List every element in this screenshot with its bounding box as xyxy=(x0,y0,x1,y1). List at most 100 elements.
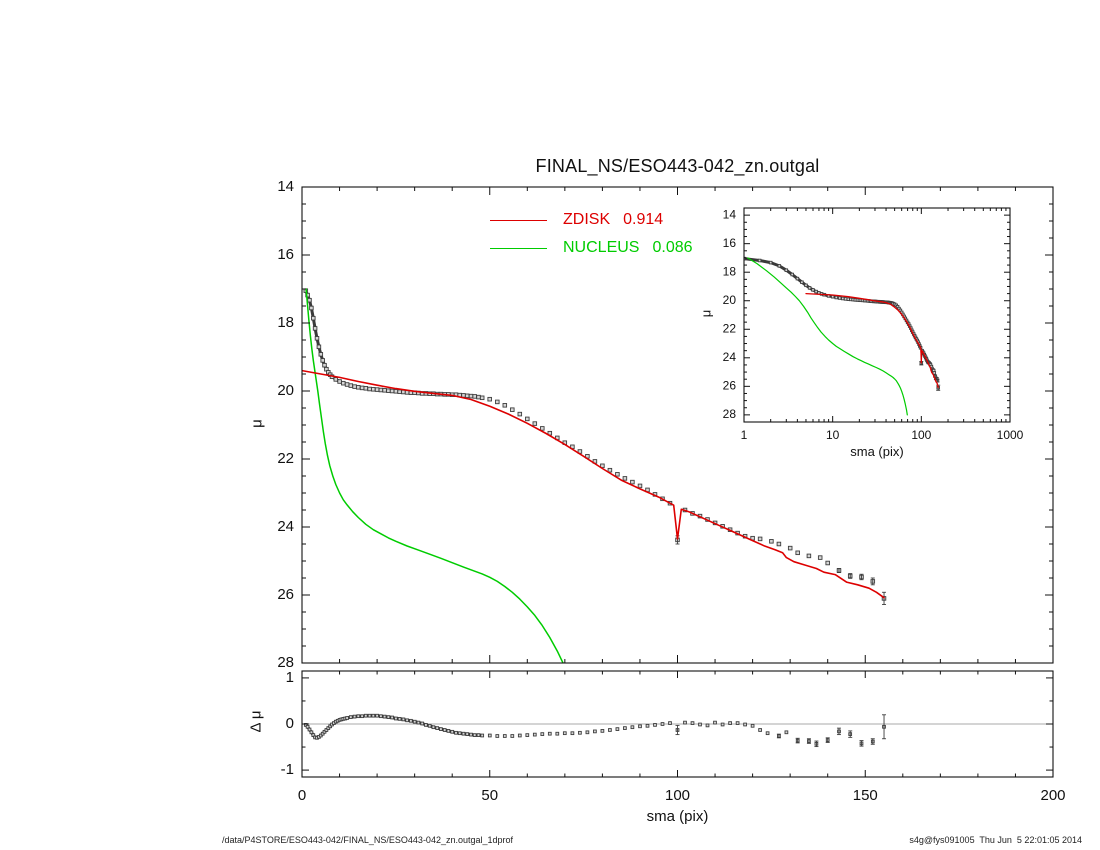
data-point-square xyxy=(468,393,474,399)
residual-y-axis-label: Δ μ xyxy=(247,710,265,733)
data-point-square xyxy=(382,388,387,393)
data-point-square xyxy=(324,728,329,732)
data-point-square xyxy=(525,733,530,737)
data-point-square xyxy=(668,721,672,725)
data-point-square xyxy=(311,315,316,321)
data-point-square xyxy=(683,720,687,725)
data-point-square xyxy=(578,730,582,735)
data-point-square xyxy=(337,379,342,384)
data-point-square xyxy=(768,260,773,265)
inset-y-axis-label: μ xyxy=(698,309,714,318)
data-point-square xyxy=(431,725,436,730)
data-point-square xyxy=(784,268,789,272)
data-point-square xyxy=(615,727,620,731)
data-point-square xyxy=(585,730,590,735)
legend-item-zdisk: ZDISK 0.914 xyxy=(490,211,663,229)
footer-user-timestamp: s4g@fys091005 Thu Jun 5 22:01:05 2014 xyxy=(909,835,1082,845)
data-point-square xyxy=(615,472,620,477)
nucleus-line-swatch xyxy=(490,247,547,249)
data-point-square xyxy=(461,393,466,398)
inset-y-tick-label: 18 xyxy=(723,264,737,278)
data-point-square xyxy=(806,553,812,559)
data-point-square xyxy=(390,715,394,720)
data-point-square xyxy=(637,483,643,489)
data-point-square xyxy=(320,358,325,363)
residual-x-tick-label: 100 xyxy=(665,787,690,804)
data-point-square xyxy=(412,719,417,724)
data-point-square xyxy=(318,352,324,357)
data-point-square xyxy=(394,716,398,721)
main-panel xyxy=(302,288,887,663)
legend-nucleus-value: 0.086 xyxy=(652,239,693,256)
main-y-tick-label: 28 xyxy=(277,654,294,671)
data-point-square xyxy=(405,718,409,723)
data-point-square xyxy=(777,264,782,268)
main-y-tick-label: 18 xyxy=(277,314,294,331)
data-point-square xyxy=(765,731,770,736)
data-point-square xyxy=(525,416,530,422)
data-point-square xyxy=(743,722,747,727)
data-point-square xyxy=(487,396,492,402)
legend-nucleus-text: NUCLEUS 0.086 xyxy=(563,239,693,257)
data-point-square xyxy=(843,297,848,301)
data-point-square xyxy=(382,714,387,719)
data-point-square xyxy=(420,721,425,726)
data-point-square xyxy=(450,729,455,734)
data-point-square xyxy=(446,729,451,733)
data-point-square xyxy=(397,389,402,394)
data-point-square xyxy=(439,727,443,731)
data-point-square xyxy=(757,258,762,263)
data-point-square xyxy=(356,385,361,390)
residual-y-tick-label: -1 xyxy=(281,761,294,778)
data-point-square xyxy=(758,728,762,732)
data-point-square xyxy=(386,388,391,393)
inset-axes: 14 16 18 20 22 24 26 28 1 10 100 1000 xyxy=(723,207,1024,442)
data-point-square xyxy=(309,305,314,311)
inset-y-tick-label: 16 xyxy=(723,236,737,250)
data-point-square xyxy=(784,730,789,735)
data-point-square xyxy=(371,713,376,718)
data-point-square xyxy=(363,386,369,391)
data-point-square xyxy=(401,717,406,722)
data-point-square xyxy=(454,730,458,735)
data-point-square xyxy=(720,722,725,727)
data-point-square xyxy=(600,729,605,733)
data-point-square xyxy=(435,726,440,730)
data-point-square xyxy=(787,545,793,551)
main-axes: 14 16 18 20 22 24 26 28 xyxy=(277,178,1054,671)
data-point-square xyxy=(562,731,567,736)
data-point-square xyxy=(705,723,710,728)
data-point-square xyxy=(465,732,470,736)
data-point-square xyxy=(316,344,322,350)
data-point-square xyxy=(800,280,804,284)
inset-y-tick-label: 22 xyxy=(723,321,737,335)
data-point-square xyxy=(344,382,350,387)
data-point-square xyxy=(698,722,702,727)
data-point-square xyxy=(728,721,732,725)
data-point-square xyxy=(348,715,353,719)
data-point-square xyxy=(811,288,815,292)
data-point-square xyxy=(393,389,399,394)
data-point-square xyxy=(378,387,384,393)
data-point-square xyxy=(517,411,523,417)
data-point-square xyxy=(416,720,421,725)
data-point-square xyxy=(345,716,349,720)
data-point-square xyxy=(352,384,357,389)
data-point-square xyxy=(348,383,354,388)
residual-axes: 10-10 50 100 150 200 xyxy=(281,669,1066,804)
data-point-square xyxy=(593,729,597,734)
data-point-square xyxy=(375,713,379,718)
data-point-square xyxy=(363,713,368,718)
inset-x-tick-label: 10 xyxy=(826,428,840,442)
data-point-square xyxy=(750,723,755,728)
data-point-square xyxy=(495,399,500,405)
data-point-square xyxy=(374,387,380,392)
data-point-square xyxy=(555,731,560,736)
main-y-tick-label: 24 xyxy=(277,518,294,535)
data-point-square xyxy=(510,734,515,738)
data-point-square xyxy=(442,728,447,732)
data-point-square xyxy=(510,407,515,412)
data-point-square xyxy=(735,721,740,725)
data-point-square xyxy=(476,394,481,400)
